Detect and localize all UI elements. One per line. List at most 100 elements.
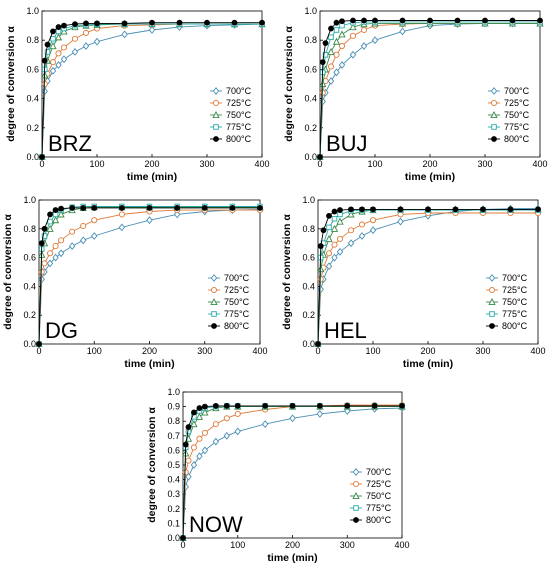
x-axis-title: time (min) bbox=[267, 552, 317, 564]
y-tick-label: 0.6 bbox=[304, 64, 317, 74]
x-tick-label: 400 bbox=[394, 540, 409, 550]
data-point bbox=[320, 227, 327, 234]
data-point bbox=[38, 240, 45, 247]
data-point bbox=[360, 42, 368, 50]
data-point bbox=[91, 205, 98, 211]
data-point bbox=[71, 35, 79, 42]
x-tick-label: 100 bbox=[230, 540, 245, 550]
x-axis-title: time (min) bbox=[405, 171, 455, 183]
data-point bbox=[212, 402, 219, 409]
data-point bbox=[361, 17, 367, 24]
legend: 700°C 725°C 750°C 775°C 800°C bbox=[488, 86, 530, 144]
x-tick-label: 100 bbox=[365, 346, 380, 356]
y-tick-label: 0.0 bbox=[26, 152, 39, 162]
data-point bbox=[399, 17, 406, 24]
data-point bbox=[201, 408, 209, 416]
data-point bbox=[259, 19, 265, 26]
panel-label: NOW bbox=[189, 512, 243, 537]
data-point bbox=[399, 27, 406, 36]
data-point bbox=[331, 215, 338, 222]
data-point bbox=[358, 232, 366, 240]
data-point bbox=[370, 206, 376, 213]
data-point bbox=[36, 341, 42, 347]
y-tick-label: 0.0 bbox=[23, 339, 36, 349]
y-tick-label: 0.6 bbox=[167, 445, 180, 455]
legend-marker bbox=[488, 286, 496, 294]
data-point bbox=[149, 19, 155, 26]
y-tick-label: 0.5 bbox=[167, 460, 180, 470]
data-point bbox=[196, 452, 203, 461]
data-point bbox=[51, 216, 60, 224]
data-point bbox=[454, 17, 461, 24]
legend-marker bbox=[353, 517, 359, 523]
data-point bbox=[349, 23, 357, 31]
legend-label: 725°C bbox=[226, 98, 252, 108]
legend-label: 750°C bbox=[224, 297, 250, 307]
data-point bbox=[397, 217, 404, 226]
legend-label: 775°C bbox=[366, 503, 392, 513]
y-axis-title: degree of conversion α bbox=[283, 26, 295, 142]
data-point bbox=[234, 427, 241, 436]
data-point bbox=[55, 61, 62, 69]
x-tick-label: 400 bbox=[532, 159, 547, 169]
data-point bbox=[336, 247, 344, 256]
data-point bbox=[331, 208, 338, 215]
data-point bbox=[80, 236, 87, 245]
legend-label: 800°C bbox=[226, 134, 252, 144]
y-tick-label: 0.7 bbox=[167, 431, 180, 441]
data-point bbox=[182, 469, 189, 476]
data-point bbox=[82, 42, 90, 50]
x-tick-label: 0 bbox=[315, 346, 320, 356]
data-point bbox=[49, 59, 57, 66]
data-point bbox=[325, 262, 333, 271]
legend-label: 800°C bbox=[502, 321, 528, 331]
legend-marker bbox=[490, 111, 498, 119]
legend-label: 800°C bbox=[224, 321, 250, 331]
panel-label: DG bbox=[45, 318, 78, 343]
legend: 700°C 725°C 750°C 775°C 800°C bbox=[210, 86, 252, 144]
data-point bbox=[371, 36, 379, 45]
data-point bbox=[180, 535, 186, 541]
data-point bbox=[319, 59, 326, 65]
legend-label: 750°C bbox=[366, 491, 392, 501]
x-tick-label: 100 bbox=[367, 159, 382, 169]
x-tick-label: 300 bbox=[197, 346, 212, 356]
data-point bbox=[315, 341, 321, 347]
legend-marker bbox=[353, 505, 359, 511]
data-point bbox=[91, 217, 98, 224]
data-point bbox=[326, 224, 332, 231]
data-point bbox=[322, 52, 329, 58]
y-axis-title: degree of conversion α bbox=[146, 407, 158, 523]
y-tick-label: 0.1 bbox=[167, 518, 180, 528]
y-tick-label: 0.4 bbox=[26, 94, 39, 104]
data-point bbox=[83, 20, 89, 27]
data-point bbox=[146, 205, 153, 211]
data-point bbox=[52, 253, 59, 262]
y-tick-label: 0.3 bbox=[167, 489, 180, 499]
data-point bbox=[201, 403, 208, 410]
data-point bbox=[371, 402, 378, 409]
y-tick-label: 0.2 bbox=[167, 504, 180, 514]
data-point bbox=[480, 206, 486, 213]
data-point bbox=[80, 222, 87, 229]
data-point bbox=[397, 206, 404, 213]
legend-marker bbox=[490, 99, 498, 107]
data-point bbox=[57, 249, 65, 258]
data-point bbox=[332, 37, 341, 45]
data-point bbox=[350, 17, 356, 24]
data-point bbox=[327, 47, 335, 55]
legend-marker bbox=[210, 274, 218, 282]
legend-marker bbox=[211, 323, 217, 329]
x-tick-label: 300 bbox=[340, 540, 355, 550]
legend: 700°C 725°C 750°C 775°C 800°C bbox=[486, 273, 528, 331]
data-point bbox=[91, 232, 98, 240]
data-point bbox=[204, 19, 210, 26]
legend-label: 750°C bbox=[502, 297, 528, 307]
legend-marker bbox=[212, 87, 220, 95]
data-point bbox=[146, 216, 153, 225]
panel-label: HEL bbox=[324, 318, 367, 343]
x-tick-label: 0 bbox=[180, 540, 185, 550]
data-point bbox=[326, 212, 332, 219]
